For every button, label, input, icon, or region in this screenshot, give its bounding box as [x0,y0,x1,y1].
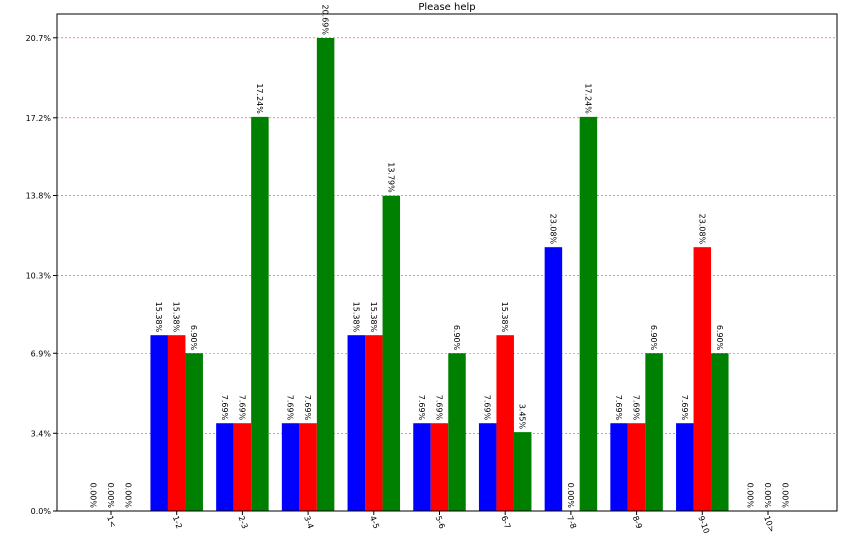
bar-value-label: 17.24% [255,83,264,114]
bar-value-label: 7.69% [680,395,689,421]
bar [382,195,401,512]
bar-value-label: 7.69% [286,395,295,421]
bar [365,335,383,511]
bar-value-label: 23.08% [697,214,706,245]
bar-value-label: 15.38% [369,302,378,333]
plot-frame [56,13,838,512]
x-axis: 1< 1-2 2-3 3-4 4-5 5-6 6-7 7-8 8-9 9-10 10> [105,511,776,534]
bar [281,423,300,511]
y-tick-label: 20.7% [26,34,52,43]
bar-value-label: 0.00% [566,483,575,509]
bar [496,335,514,511]
y-tick-label: 3.4% [31,429,52,438]
bar [216,423,234,511]
bar-value-label: 20.69% [321,4,330,35]
bar-value-label: 7.69% [435,395,444,421]
bar [251,116,269,512]
bar [627,423,646,511]
bar [610,423,628,511]
bar [150,335,168,511]
bar [448,353,466,511]
x-tick-label: 10> [762,515,776,534]
bar-value-label: 7.69% [303,395,312,421]
bar-value-label: 6.90% [715,325,724,351]
bar-value-label: 7.69% [483,395,492,421]
y-tick-label: 10.3% [26,272,52,281]
bar [478,423,497,511]
x-tick-label: 8-9 [631,515,644,530]
bars-group [150,38,729,512]
y-tick-label: 6.9% [31,349,52,358]
bar-value-label: 17.24% [583,83,592,114]
x-tick-label: 7-8 [565,515,578,530]
bar-value-label: 7.69% [417,395,426,421]
bar-value-label: 6.90% [649,325,658,351]
x-tick-label: 9-10 [696,515,711,534]
bar-value-label: 7.69% [632,395,641,421]
bar [347,335,366,511]
value-labels-group: 0.00% 0.00% 0.00% 15.38% 15.38% 6.90% 7.69% 7.6… [89,4,790,508]
bar-value-label: 15.38% [351,302,360,333]
bar [693,247,712,511]
bar-value-label: 0.00% [781,483,790,509]
bar [316,38,335,511]
y-axis: 0.0% 3.4% 6.9% 10.3% 13.8% 17.2% 20.7% [26,34,57,516]
y-tick-label: 13.8% [26,192,52,201]
y-tick-label: 0.0% [31,507,52,516]
x-tick-label: 4-5 [368,515,381,530]
bar-value-label: 15.38% [154,302,163,333]
bar [711,353,729,511]
x-tick-label: 3-4 [302,515,315,530]
bar [645,353,663,511]
bar-value-label: 7.69% [614,395,623,421]
bar-value-label: 3.45% [518,404,527,430]
bar [544,247,563,511]
x-tick-label: 6-7 [499,515,512,530]
bar-value-label: 6.90% [452,325,461,351]
bar-value-label: 0.00% [89,483,98,509]
bar [233,423,252,511]
bar-value-label: 7.69% [237,395,246,421]
bar [676,423,694,511]
x-tick-label: 2-3 [237,515,250,530]
bar-value-label: 0.00% [763,483,772,509]
bar [513,432,532,511]
y-tick-label: 17.2% [26,114,52,123]
x-tick-label: 5-6 [434,515,447,530]
bar [299,423,317,511]
bar-value-label: 15.38% [500,302,509,333]
bar-value-label: 15.38% [172,302,181,333]
bar-value-label: 13.79% [386,162,395,193]
bar [167,335,186,511]
bar-value-label: 7.69% [220,395,229,421]
x-tick-label: 1< [105,515,117,529]
bar-value-label: 0.00% [106,483,115,509]
bar [430,423,449,511]
bar-value-label: 23.08% [548,214,557,245]
bar-value-label: 0.00% [124,483,133,509]
bar [413,423,431,511]
bar-value-label: 0.00% [746,483,755,509]
bar [185,353,203,511]
x-tick-label: 1-2 [171,515,184,530]
bar [579,116,598,512]
bar-value-label: 6.90% [189,325,198,351]
chart-title: Please help [418,2,475,13]
